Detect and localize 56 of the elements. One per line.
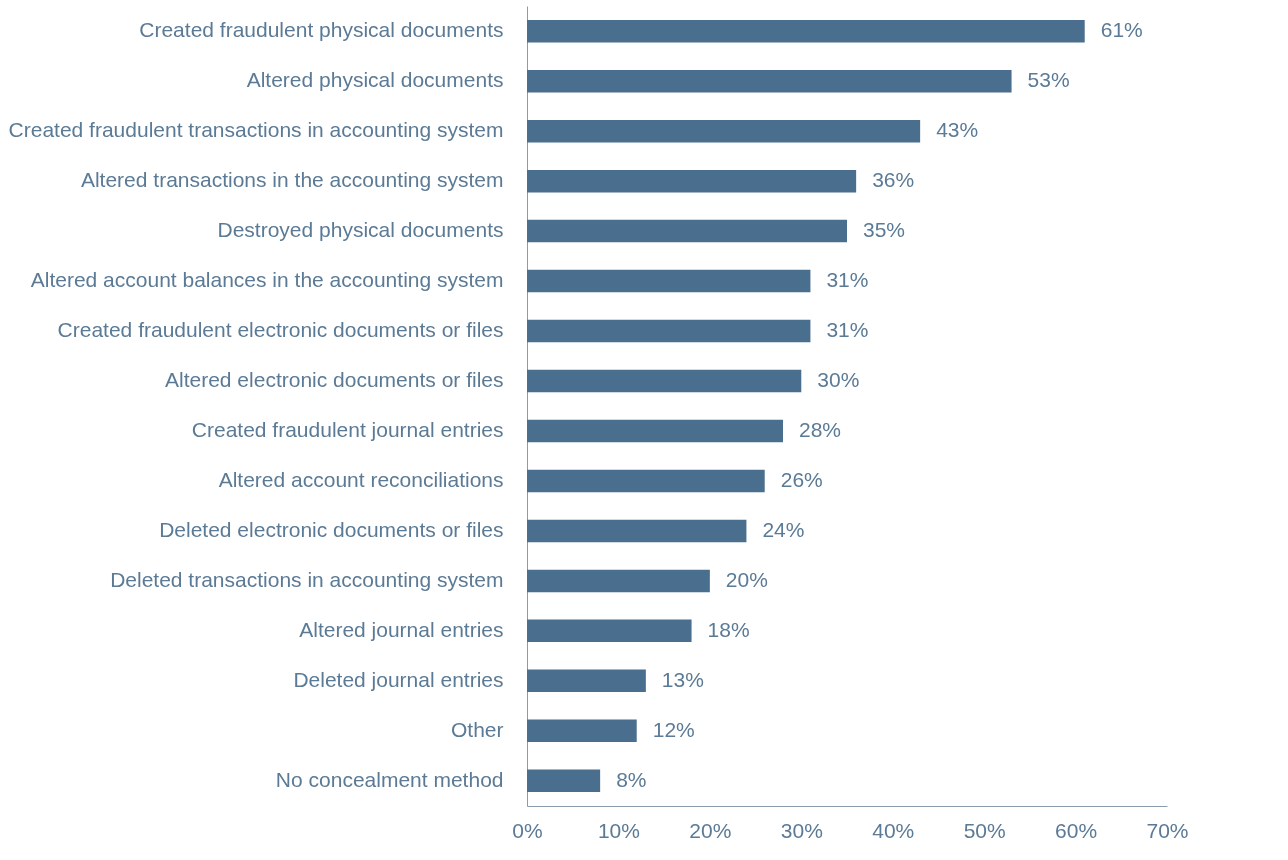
data-label: 20% [725,567,768,591]
data-label: 8% [616,767,647,791]
y-tick-label: Altered electronic documents or files [165,368,504,392]
data-label: 35% [863,218,906,242]
bar [527,769,601,793]
x-tick-label: 20% [689,818,732,842]
y-tick-label: Created fraudulent electronic documents or files [57,318,504,342]
y-tick-label: Deleted transactions in accounting system [110,567,504,591]
y-tick-label: Created fraudulent journal entries [191,417,504,441]
data-label: 31% [826,318,869,342]
bar [527,69,1012,93]
bar [527,269,811,293]
bar [527,319,811,343]
data-label: 26% [780,467,823,491]
bar [527,369,802,393]
bar [527,419,783,443]
bar [527,19,1085,43]
y-tick-label: Created fraudulent physical documents [139,18,504,42]
data-label: 28% [799,417,842,441]
x-tick-label: 10% [597,818,640,842]
x-tick-label: 40% [872,818,915,842]
y-tick-label: Altered account balances in the accounting system [30,268,504,292]
data-label: 31% [826,268,869,292]
y-tick-label: Other [450,717,504,741]
y-tick-label: Altered journal entries [299,617,504,641]
x-tick-label: 30% [780,818,823,842]
y-tick-label: Deleted journal entries [293,667,504,691]
data-label: 18% [707,617,750,641]
x-tick-label: 70% [1146,818,1189,842]
bar [527,119,921,143]
bar [527,169,857,193]
data-label: 12% [652,717,695,741]
data-label: 24% [762,517,805,541]
y-tick-label: Destroyed physical documents [217,218,504,242]
y-tick-label: Altered transactions in the accounting system [80,168,504,192]
y-tick-label: Altered physical documents [246,68,504,92]
x-tick-label: 50% [963,818,1006,842]
bar [527,219,847,243]
bar [527,519,747,543]
data-label: 30% [817,368,860,392]
data-label: 36% [872,168,915,192]
bar [527,469,765,493]
x-tick-label: 60% [1055,818,1098,842]
bar [527,719,637,743]
y-tick-label: Altered account reconciliations [218,467,504,491]
data-label: 53% [1027,68,1070,92]
bar [527,619,692,643]
y-tick-label: No concealment method [275,767,504,791]
y-tick-label: Created fraudulent transactions in accounting system [8,118,504,142]
data-label: 13% [661,667,704,691]
data-label: 43% [936,118,979,142]
y-tick-label: Deleted electronic documents or files [159,517,504,541]
x-tick-label: 0% [512,818,543,842]
bar [527,669,646,693]
data-label: 61% [1100,18,1143,42]
bar [527,569,710,593]
